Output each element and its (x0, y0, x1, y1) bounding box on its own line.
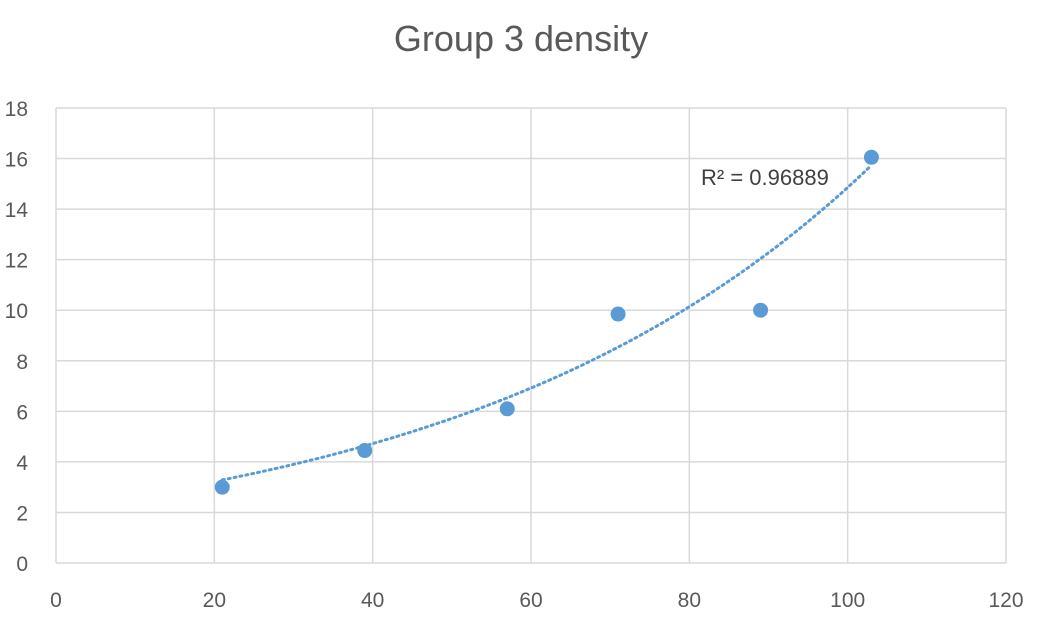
chart-title: Group 3 density (393, 18, 649, 59)
y-tick-label: 8 (16, 351, 28, 374)
data-point (610, 306, 626, 322)
y-tick-label: 0 (16, 553, 28, 576)
data-points (214, 149, 879, 495)
y-tick-label: 6 (16, 401, 28, 424)
y-tick-label: 12 (5, 250, 28, 273)
data-point (357, 443, 373, 459)
axis-ticks: 0 20 40 60 80 100 120 0 2 4 6 8 10 12 14 16 18 (5, 98, 1024, 612)
x-tick-label: 40 (361, 589, 384, 612)
y-tick-label: 18 (5, 98, 28, 121)
x-tick-label: 100 (830, 589, 865, 612)
y-tick-label: 4 (16, 452, 28, 475)
grid-lines (55, 107, 1007, 564)
x-tick-label: 120 (988, 589, 1023, 612)
x-tick-label: 0 (50, 589, 62, 612)
y-tick-label: 14 (5, 199, 29, 222)
data-point (753, 302, 769, 318)
y-tick-label: 2 (16, 502, 28, 525)
y-tick-label: 16 (5, 149, 28, 172)
data-point (214, 479, 230, 495)
r-squared-label: R² = 0.96889 (701, 165, 829, 190)
trendline-path (220, 163, 873, 482)
y-tick-label: 10 (5, 300, 28, 323)
data-point (499, 401, 515, 417)
x-tick-label: 60 (519, 589, 542, 612)
x-tick-label: 20 (203, 589, 226, 612)
x-tick-label: 80 (678, 589, 701, 612)
trendline (220, 163, 873, 482)
data-point (863, 149, 879, 165)
